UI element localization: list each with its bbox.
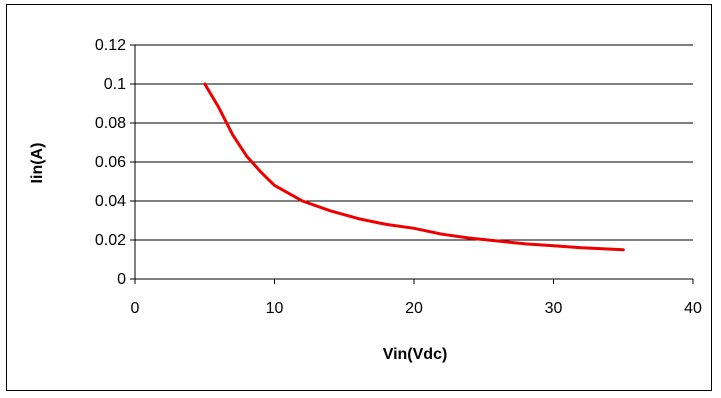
x-tick-label-0: 0 — [131, 300, 140, 317]
y-axis-title: Iin(A) — [29, 143, 46, 184]
y-tick-label-3: 0.06 — [95, 154, 126, 171]
y-tick-labels: 0 0.02 0.04 0.06 0.08 0.1 0.12 — [95, 37, 126, 288]
x-tick-label-3: 30 — [545, 300, 563, 317]
y-tick-label-2: 0.04 — [95, 193, 126, 210]
chart-frame — [6, 4, 712, 391]
y-tick-label-0: 0 — [117, 271, 126, 288]
y-tick-label-4: 0.08 — [95, 115, 126, 132]
series-line-0 — [203, 82, 625, 252]
series-layer — [203, 82, 625, 252]
x-axis-title: Vin(Vdc) — [383, 346, 448, 363]
axes — [130, 44, 694, 284]
x-tick-label-4: 40 — [684, 300, 702, 317]
y-tick-label-1: 0.02 — [95, 232, 126, 249]
x-tick-labels: 0 10 20 30 40 — [131, 300, 702, 317]
grid-lines — [135, 44, 693, 241]
y-tick-label-5: 0.1 — [104, 76, 126, 93]
y-tick-label-6: 0.12 — [95, 37, 126, 54]
x-tick-label-1: 10 — [266, 300, 284, 317]
x-tick-label-2: 20 — [405, 300, 423, 317]
